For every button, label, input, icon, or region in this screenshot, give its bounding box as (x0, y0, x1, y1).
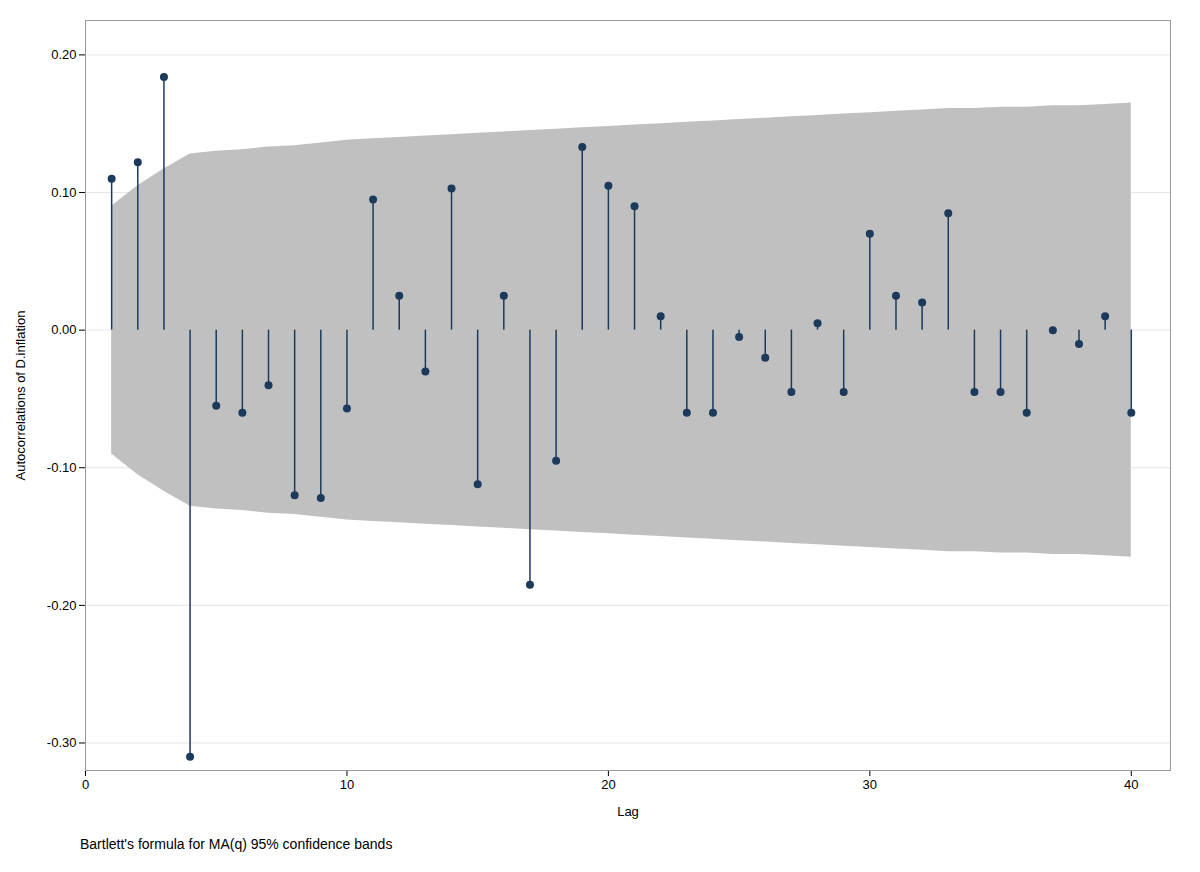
svg-text:20: 20 (601, 777, 615, 792)
svg-text:Lag: Lag (617, 804, 639, 819)
svg-text:30: 30 (863, 777, 877, 792)
svg-text:40: 40 (1124, 777, 1138, 792)
svg-text:-0.10: -0.10 (47, 460, 77, 475)
svg-text:0.20: 0.20 (51, 47, 76, 62)
html-text:Bartlett's formula for MA(q) 9: Bartlett's formula for MA(q) 95% confide… (80, 836, 393, 852)
svg-text:0.10: 0.10 (51, 185, 76, 200)
svg-text:-0.20: -0.20 (47, 598, 77, 613)
svg-text:0: 0 (82, 777, 89, 792)
svg-text:-0.30: -0.30 (47, 735, 77, 750)
svg-text:0.00: 0.00 (51, 322, 76, 337)
svg-text:10: 10 (340, 777, 354, 792)
svg-text:Autocorrelations of D.inflatio: Autocorrelations of D.inflation (13, 311, 28, 481)
